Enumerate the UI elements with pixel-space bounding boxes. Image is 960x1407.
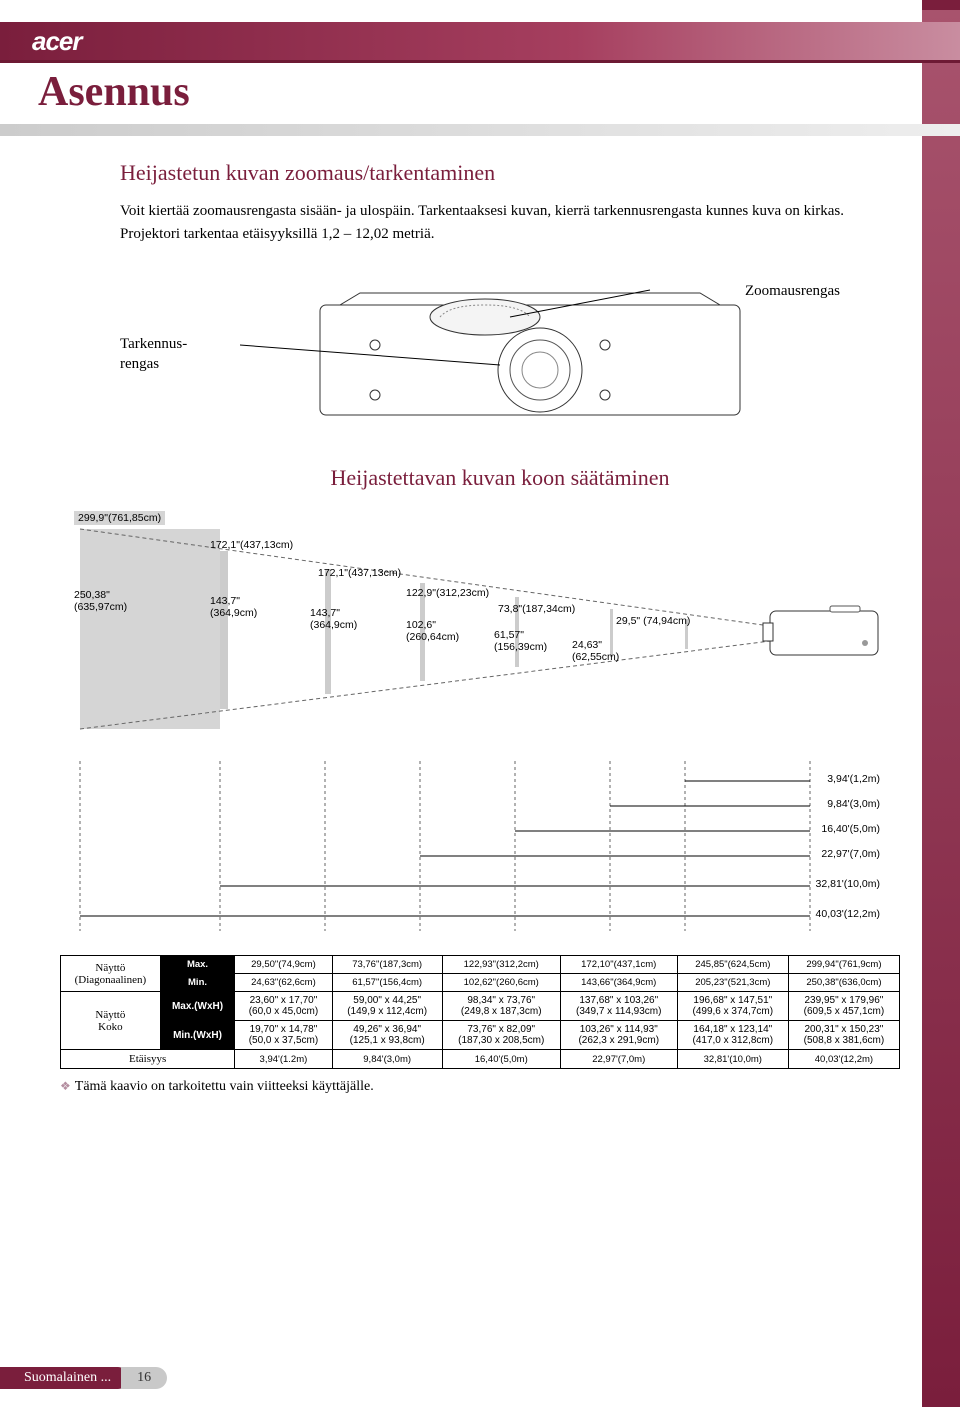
size-2: 250,38" (635,97cm) (74, 589, 127, 613)
size-7: 102,6" (260,64cm) (406, 619, 459, 643)
tbl-r1b-2: 61,57"(156,4cm) (332, 974, 442, 992)
brand-logo: acer (32, 26, 82, 57)
size-4: 122,9"(312,23cm) (406, 587, 489, 599)
tbl-r2b-1: 19,70" x 14,78" (50,0 x 37,5cm) (235, 1021, 332, 1050)
size-9: 61,57" (156,39cm) (494, 629, 547, 653)
cone-svg (70, 511, 900, 741)
tbl-r1a-0: Max. (160, 956, 235, 974)
tbl-r3-3: 22,97'(7,0m) (560, 1050, 677, 1069)
header-bar (0, 22, 960, 60)
tbl-r2b-0: Min.(WxH) (160, 1021, 235, 1050)
tbl-r2a-4: 137,68" x 103,26" (349,7 x 114,93cm) (560, 992, 677, 1021)
size-5: 143,7" (364,9cm) (310, 607, 357, 631)
tbl-r1b-0: Min. (160, 974, 235, 992)
dist-5: 40,03'(12,2m) (816, 908, 880, 920)
tbl-r2a-6: 239,95" x 179,96" (609,5 x 457,1cm) (788, 992, 899, 1021)
tbl-r2b-5: 164,18" x 123,14" (417,0 x 312,8cm) (677, 1021, 788, 1050)
tbl-r3-1: 9,84'(3,0m) (332, 1050, 442, 1069)
lens-svg (240, 275, 820, 435)
distance-diagram: 3,94'(1,2m) 9,84'(3,0m) 16,40'(5,0m) 22,… (70, 761, 880, 941)
tbl-r2b-6: 200,31" x 150,23" (508,8 x 381,6cm) (788, 1021, 899, 1050)
tbl-r2a-0: Max.(WxH) (160, 992, 235, 1021)
size-3: 143,7" (364,9cm) (210, 595, 257, 619)
specification-table: Näyttö (Diagonaalinen) Max. 29,50"(74,9c… (60, 955, 900, 1069)
tbl-r1b-6: 250,38"(636,0cm) (788, 974, 899, 992)
label-focus-ring: Tarkennus- rengas (120, 335, 187, 374)
tbl-r2b-3: 73,76" x 82,09" (187,30 x 208,5cm) (442, 1021, 560, 1050)
tbl-r1-label: Näyttö (Diagonaalinen) (61, 956, 161, 992)
size-top: 299,9"(761,85cm) (74, 511, 165, 525)
page-footer: Suomalainen ... 16 (0, 1367, 167, 1389)
heading-screen-size: Heijastettavan kuvan koon säätäminen (120, 465, 880, 491)
footnote: ❖ Tämä kaavio on tarkoitettu vain viittee… (60, 1079, 880, 1095)
tbl-r1b-5: 205,23"(521,3cm) (677, 974, 788, 992)
section-title: Asennus (38, 68, 190, 116)
dist-1: 9,84'(3,0m) (827, 798, 880, 810)
footer-page-number: 16 (121, 1367, 167, 1389)
label-zoom-ring: Zoomausrengas (745, 283, 840, 300)
tbl-r2a-5: 196,68" x 147,51" (499,6 x 374,7cm) (677, 992, 788, 1021)
size-0: 172,1"(437,13cm) (210, 539, 293, 551)
header-accent (0, 60, 960, 63)
dist-2: 16,40'(5,0m) (821, 823, 880, 835)
tbl-r2-label: Näyttö Koko (61, 992, 161, 1050)
tbl-r1b-1: 24,63"(62,6cm) (235, 974, 332, 992)
projection-cone: 299,9"(761,85cm) 172,1"(437,13cm) 172,1"… (70, 511, 880, 741)
gray-band (0, 124, 960, 136)
tbl-r1a-3: 122,93"(312,2cm) (442, 956, 560, 974)
size-6: 73,8"(187,34cm) (498, 603, 575, 615)
tbl-r1a-4: 172,10"(437,1cm) (560, 956, 677, 974)
heading-zoom-focus: Heijastetun kuvan zoomaus/tarkentaminen (120, 160, 880, 186)
tbl-r2a-1: 23,60" x 17,70" (60,0 x 45,0cm) (235, 992, 332, 1021)
dist-0: 3,94'(1,2m) (827, 773, 880, 785)
diamond-icon: ❖ (60, 1079, 71, 1093)
tbl-r1a-6: 299,94"(761,9cm) (788, 956, 899, 974)
tbl-r3-0: 3,94'(1.2m) (235, 1050, 332, 1069)
tbl-r2b-2: 49,26" x 36,94" (125,1 x 93,8cm) (332, 1021, 442, 1050)
size-10: 24,63" (62,55cm) (572, 639, 619, 663)
tbl-r2a-2: 59,00" x 44,25" (149,9 x 112,4cm) (332, 992, 442, 1021)
tbl-r1a-2: 73,76"(187,3cm) (332, 956, 442, 974)
distance-svg (70, 761, 900, 941)
footnote-text: Tämä kaavio on tarkoitettu vain viitteek… (75, 1079, 374, 1094)
size-8: 29,5" (74,94cm) (616, 615, 690, 627)
tbl-r1a-5: 245,85"(624,5cm) (677, 956, 788, 974)
footer-language: Suomalainen ... (0, 1367, 129, 1389)
size-1: 172,1"(437,13cm) (318, 567, 401, 579)
tbl-r1a-1: 29,50"(74,9cm) (235, 956, 332, 974)
right-stripe (922, 0, 960, 1407)
tbl-r3-2: 16,40'(5,0m) (442, 1050, 560, 1069)
paragraph-1: Voit kiertää zoomausrengasta sisään- ja … (120, 200, 880, 245)
tbl-r1b-3: 102,62"(260,6cm) (442, 974, 560, 992)
tbl-r3-4: 32,81'(10,0m) (677, 1050, 788, 1069)
tbl-r2b-4: 103,26" x 114,93" (262,3 x 291,9cm) (560, 1021, 677, 1050)
tbl-r1b-4: 143,66"(364,9cm) (560, 974, 677, 992)
tbl-r3-5: 40,03'(12,2m) (788, 1050, 899, 1069)
dist-4: 32,81'(10,0m) (816, 878, 880, 890)
tbl-r3-label: Etäisyys (61, 1050, 235, 1069)
dist-3: 22,97'(7,0m) (821, 848, 880, 860)
tbl-r2a-3: 98,34" x 73,76" (249,8 x 187,3cm) (442, 992, 560, 1021)
lens-diagram: Tarkennus- rengas Zoomausrengas (240, 275, 820, 435)
